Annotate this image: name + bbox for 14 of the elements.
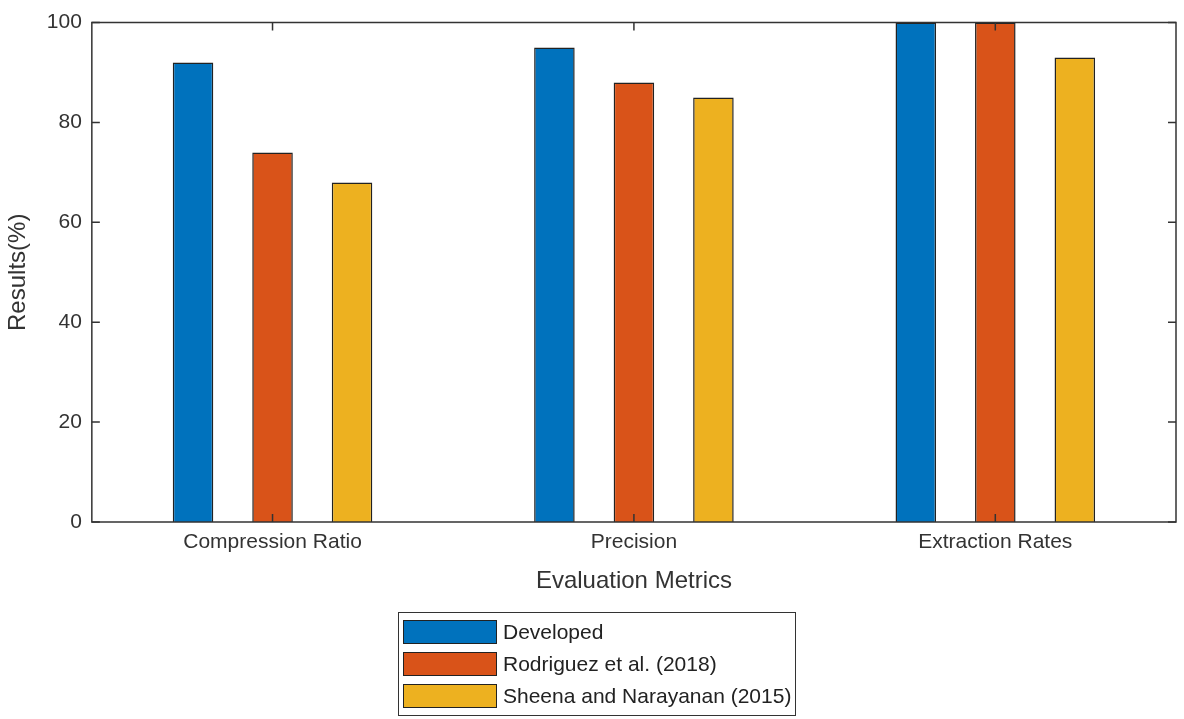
x-tick-label: Extraction Rates <box>918 529 1073 553</box>
legend-label: Rodriguez et al. (2018) <box>503 652 717 676</box>
x-axis-title: Evaluation Metrics <box>535 566 732 594</box>
y-tick-label: 0 <box>70 508 82 532</box>
legend-label: Sheena and Narayanan (2015) <box>503 684 792 708</box>
y-tick-label: 100 <box>46 9 82 33</box>
x-tick-label: Compression Ratio <box>183 529 362 553</box>
y-tick-label: 40 <box>58 309 82 333</box>
legend-label: Developed <box>503 620 604 644</box>
x-tick-label: Precision <box>590 529 678 553</box>
y-tick-label: 20 <box>58 408 82 432</box>
y-tick-label: 60 <box>58 209 82 233</box>
y-axis-title: Results(%) <box>3 213 31 331</box>
y-tick-label: 80 <box>58 109 82 133</box>
